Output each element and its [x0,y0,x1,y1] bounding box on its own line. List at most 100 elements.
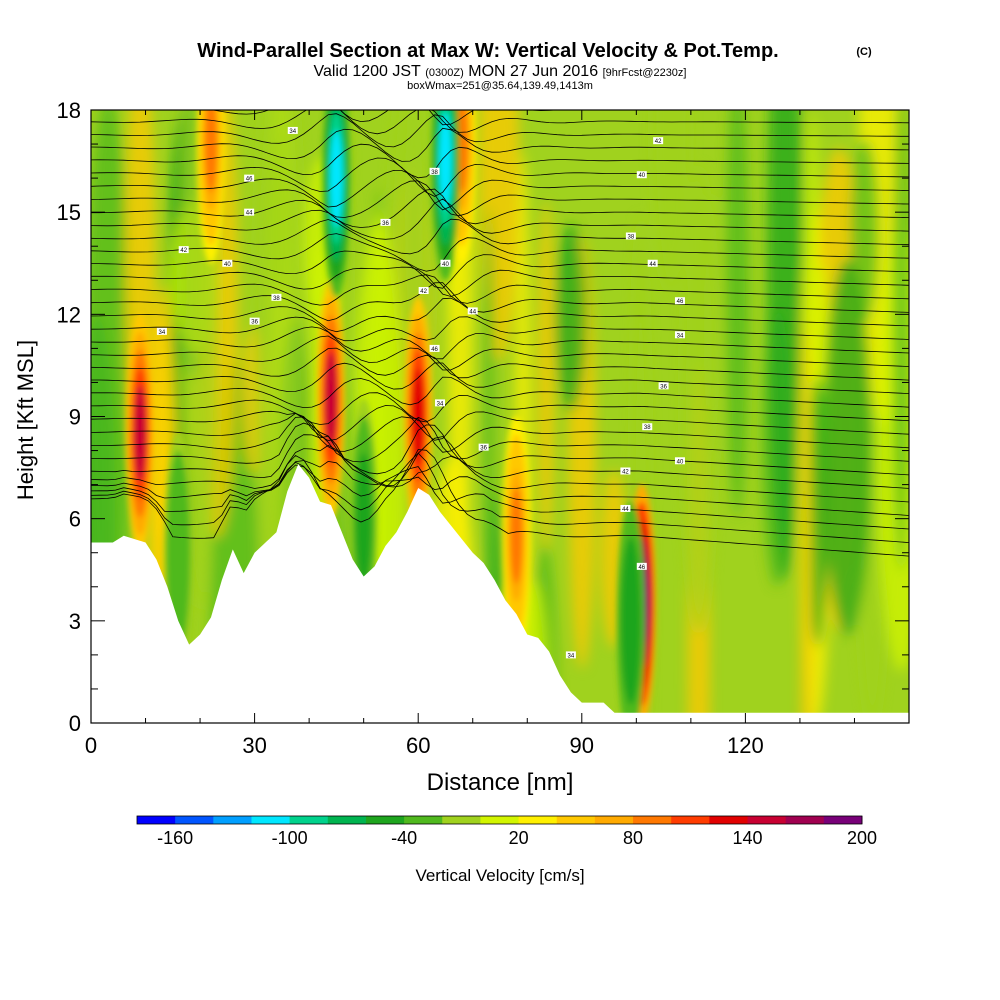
colorbar-swatch [289,816,329,824]
isentrope-line [91,297,909,333]
field-patch [767,110,803,580]
field-patch [822,258,872,636]
isentrope-label: 42 [418,286,429,295]
downdraft-core [330,130,343,227]
colorbar-swatch [594,816,634,824]
isentrope-label: 34 [565,651,576,659]
isentrope-line [91,316,909,342]
isentrope-label: 38 [271,293,282,302]
isentrope-label: 44 [647,259,658,268]
isentrope-line [91,127,909,162]
field-patch [806,377,829,647]
field-patch [652,110,690,293]
isentrope-line [91,143,909,179]
isentrope-line [91,335,909,371]
isentrope-line [91,464,909,530]
svg-text:42: 42 [622,469,629,475]
isentrope-line [91,282,909,322]
svg-text:42: 42 [180,248,187,254]
colorbar-swatch [251,816,291,824]
svg-text:36: 36 [660,384,667,390]
isentrope-line [91,392,909,425]
terrain [91,464,909,723]
isentrope-line [91,376,909,409]
isentrope-line [91,110,909,135]
colorbar-swatch [327,816,367,824]
subtitle-forecast: [9hrFcst@2230z] [603,67,687,79]
colorbar-frame [136,815,863,825]
isentrope-line [91,434,909,489]
colorbar-swatch [518,816,558,824]
subtitle-utc: (0300Z) [425,67,464,79]
svg-text:46: 46 [638,565,645,571]
updraft-core [204,110,217,193]
y-tick-label: 9 [69,405,81,430]
svg-text:34: 34 [677,333,684,339]
y-tick-label: 0 [69,711,81,736]
colorbar-swatch [633,816,672,824]
colorbar-swatch [365,816,405,824]
subtitle-prefix: Valid 1200 JST [313,63,421,80]
isentrope-label: 34 [287,126,298,135]
colorbar-swatch [175,816,214,824]
colorbar-tick-label: 200 [847,828,877,848]
colorbar-tick-label: 80 [623,828,643,848]
colorbar-tick-label: -40 [391,828,417,848]
svg-text:34: 34 [289,129,296,135]
downdraft-core [357,470,370,567]
x-tick-label: 0 [85,733,97,758]
svg-text:46: 46 [431,347,438,353]
svg-text:38: 38 [644,425,651,431]
isentrope-line [91,233,909,272]
colorbar-swatch [404,816,443,824]
colorbar-swatch [556,816,596,824]
colorbar-swatch [213,816,252,824]
isentropes [91,110,909,557]
isentrope-label: 44 [244,208,255,217]
isentrope-label: 44 [620,504,631,513]
isentrope-line [91,405,909,442]
colorbar-swatch [137,816,176,824]
svg-text:34: 34 [437,401,444,407]
isentrope-label: 36 [249,317,260,326]
isentrope-label: 36 [478,443,489,452]
isentrope-line [210,110,561,126]
isentrope-line [91,274,909,306]
svg-text:38: 38 [628,235,635,241]
isentrope-label: 40 [222,259,233,268]
isentrope-line [91,113,909,148]
isentrope-line [91,180,909,218]
isentrope-label: 40 [636,171,647,179]
isentrope-label: 34 [435,399,446,407]
isentrope-label: 44 [467,307,478,315]
svg-text:40: 40 [638,173,645,179]
isentrope-label: 38 [642,423,653,431]
isentrope-label: 40 [674,457,685,465]
isentrope-label: 42 [620,467,631,475]
updraft-core [134,385,147,482]
isentrope-label: 46 [429,344,440,353]
isentrope-line [91,347,909,381]
isentrope-label: 42 [178,246,189,254]
svg-text:42: 42 [420,289,427,295]
chart-title: Wind-Parallel Section at Max W: Vertical… [197,40,778,62]
isentrope-label: 38 [429,167,440,176]
svg-text:34: 34 [159,330,166,336]
isentrope-line [91,444,909,503]
field-patch [483,205,496,679]
field-patch [725,110,749,517]
y-tick-label: 6 [69,507,81,532]
y-tick-label: 3 [69,609,81,634]
chart-subtitle-box: boxWmax=251@35.64,139.49,1413m [407,80,593,92]
isentrope-line [91,412,909,453]
isentrope-line [91,218,909,255]
svg-text:36: 36 [251,320,258,326]
x-tick-label: 90 [570,733,594,758]
chart-subtitle: Valid 1200 JST (0300Z) MON 27 Jun 2016 [… [313,63,686,80]
isentrope-label: 36 [380,218,391,227]
isentrope-label: 42 [653,137,664,145]
svg-text:38: 38 [273,296,280,302]
plot-area: 34 36 38 40 42 44 46 34 36 38 40 42 44 46 34 36 38 40 42 44… [91,110,909,723]
field-patch [681,165,716,635]
colorbar-swatch [709,816,749,824]
